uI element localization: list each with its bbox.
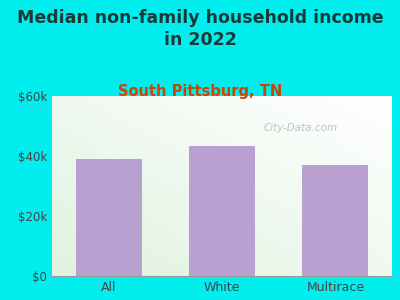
Text: Median non-family household income
in 2022: Median non-family household income in 20… — [17, 9, 383, 49]
Bar — [76, 159, 142, 276]
Text: City-Data.com: City-Data.com — [263, 123, 337, 134]
Text: South Pittsburg, TN: South Pittsburg, TN — [118, 84, 282, 99]
Bar — [302, 165, 368, 276]
Bar — [189, 146, 255, 276]
